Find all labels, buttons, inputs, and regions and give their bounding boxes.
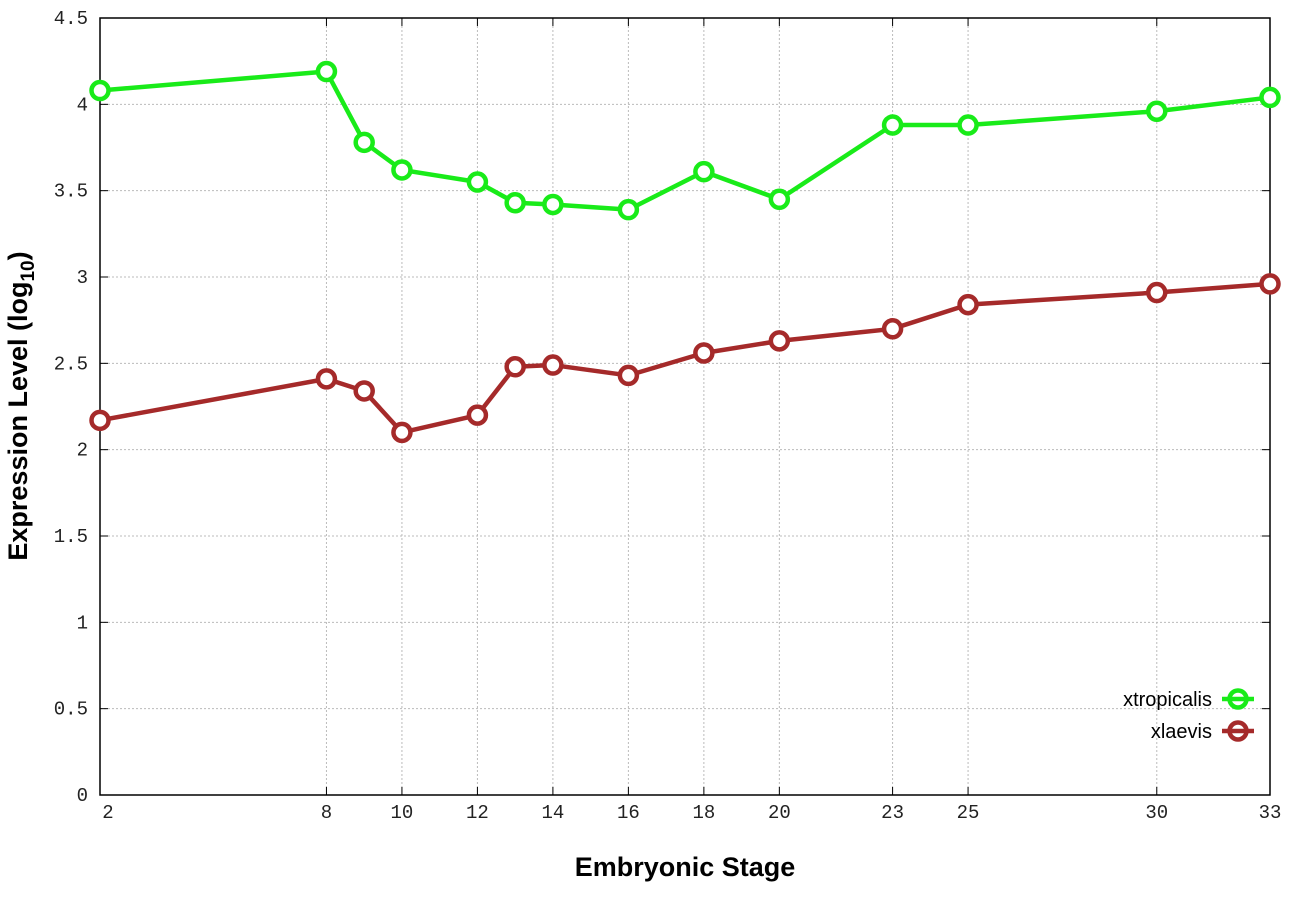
y-axis-label-main: Expression Level (log — [3, 282, 33, 561]
y-tick-label: 1 — [77, 612, 88, 634]
data-point-xlaevis — [957, 293, 979, 316]
data-point-xlaevis — [1259, 273, 1281, 295]
y-axis-label-close: ) — [3, 251, 33, 260]
plot-frame — [99, 17, 1271, 796]
y-tick-label: 3 — [77, 267, 88, 289]
data-point-xlaevis — [693, 342, 715, 364]
data-point-xtropicalis — [881, 114, 904, 136]
data-point-xtropicalis — [768, 188, 791, 211]
data-point-xtropicalis — [89, 79, 111, 102]
data-point-xlaevis — [542, 354, 564, 376]
x-tick-label: 8 — [321, 802, 332, 824]
x-tick-label: 25 — [957, 802, 980, 824]
x-tick-label: 20 — [768, 802, 791, 824]
y-axis-label-subscript: 10 — [18, 260, 39, 281]
series-line-xtropicalis — [99, 69, 1271, 212]
data-point-xtropicalis — [542, 193, 564, 216]
y-tick-label: 1.5 — [54, 526, 88, 548]
x-axis-label: Embryonic Stage — [575, 852, 796, 882]
y-tick-label: 4.5 — [54, 8, 88, 30]
data-point-xtropicalis — [353, 131, 375, 154]
data-point-xlaevis — [881, 318, 904, 340]
x-tick-label: 23 — [881, 802, 904, 824]
data-point-xtropicalis — [466, 171, 489, 193]
data-point-xtropicalis — [391, 159, 413, 181]
y-tick-label: 0.5 — [54, 699, 88, 721]
data-point-xlaevis — [466, 404, 489, 426]
x-tick-label: 30 — [1145, 802, 1168, 824]
data-point-xlaevis — [315, 368, 338, 390]
data-point-xlaevis — [353, 380, 375, 402]
y-axis-label: Expression Level (log10) — [3, 251, 39, 560]
data-point-xtropicalis — [617, 198, 640, 221]
series-line-xlaevis — [99, 281, 1271, 435]
data-point-xlaevis — [1146, 281, 1168, 304]
axis-ticks: 2 8 10 12 14 16 18 20 23 25 30 33 0 0.5 1 1.5 2 2.5 3 3.5 4 4… — [54, 8, 1282, 824]
data-point-xtropicalis — [957, 114, 979, 136]
data-point-xlaevis — [617, 364, 640, 387]
grid — [100, 18, 1270, 795]
legend-label: xlaevis — [1151, 721, 1212, 743]
x-tick-label: 10 — [391, 802, 414, 824]
data-point-xtropicalis — [315, 60, 338, 83]
data-point-xlaevis — [768, 330, 791, 352]
legend: xtropicalis xlaevis — [1123, 688, 1254, 743]
data-point-xlaevis — [504, 356, 526, 378]
data-point-xtropicalis — [1146, 100, 1168, 122]
data-point-xlaevis — [89, 409, 111, 432]
legend-label: xtropicalis — [1123, 689, 1212, 711]
x-tick-label: 16 — [617, 802, 640, 824]
x-tick-label: 33 — [1259, 802, 1282, 824]
y-tick-label: 2.5 — [54, 353, 88, 375]
data-point-xtropicalis — [1259, 86, 1281, 109]
x-tick-label: 12 — [466, 802, 489, 824]
series-layer — [89, 60, 1281, 444]
y-tick-label: 2 — [77, 440, 88, 462]
x-tick-label: 18 — [692, 802, 715, 824]
data-point-xtropicalis — [504, 192, 526, 214]
data-point-xtropicalis — [693, 160, 715, 183]
x-tick-label: 14 — [541, 802, 564, 824]
y-tick-label: 0 — [77, 785, 88, 807]
y-tick-label: 4 — [77, 94, 88, 116]
x-tick-label: 2 — [102, 802, 113, 824]
y-tick-label: 3.5 — [54, 181, 88, 203]
data-point-xlaevis — [391, 421, 413, 444]
